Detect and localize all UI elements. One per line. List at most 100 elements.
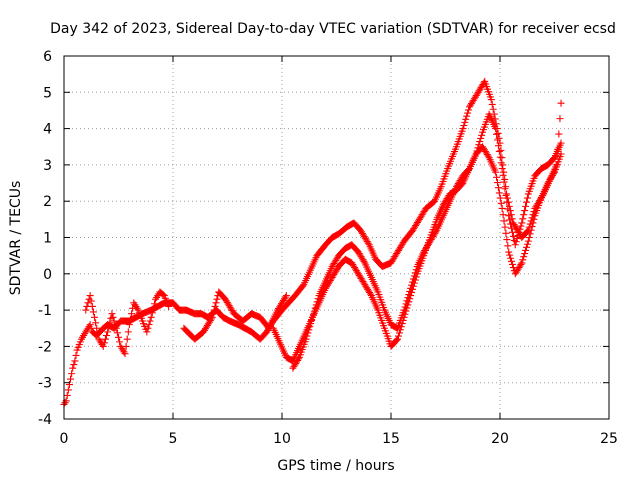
data-series-3	[180, 288, 290, 343]
data-point	[405, 291, 413, 299]
data-point	[282, 292, 290, 300]
data-point	[520, 211, 528, 219]
data-point	[63, 391, 71, 399]
data-point	[209, 310, 217, 318]
data-point	[103, 332, 111, 340]
data-point	[493, 173, 501, 181]
x-tick-label: 0	[60, 431, 69, 447]
data-point	[126, 315, 134, 323]
data-point	[506, 251, 514, 259]
data-point	[487, 96, 495, 104]
data-series-2	[289, 110, 565, 372]
data-point	[460, 121, 468, 129]
data-point	[508, 257, 516, 265]
data-point	[508, 228, 516, 236]
data-point	[165, 302, 173, 310]
data-point	[508, 224, 516, 232]
data-point	[408, 278, 416, 286]
data-point	[515, 228, 523, 236]
data-point	[513, 235, 521, 243]
data-point	[503, 190, 511, 198]
data-point	[500, 178, 508, 186]
data-point	[502, 191, 510, 199]
data-point	[213, 295, 221, 303]
data-point	[150, 300, 158, 308]
data-point	[146, 317, 154, 325]
data-point	[499, 211, 507, 219]
data-point	[516, 225, 524, 233]
data-point	[506, 216, 514, 224]
data-point	[94, 330, 102, 338]
data-point	[409, 275, 417, 283]
data-point	[555, 130, 563, 138]
data-point	[122, 342, 130, 350]
y-tick-label: -1	[38, 303, 52, 319]
data-point	[494, 129, 502, 137]
data-point	[498, 165, 506, 173]
data-point	[309, 310, 317, 318]
data-point	[101, 335, 109, 343]
data-point	[495, 134, 503, 142]
data-point	[144, 324, 152, 332]
data-point	[505, 248, 513, 256]
data-point	[501, 185, 509, 193]
data-point	[507, 220, 515, 228]
data-point	[494, 184, 502, 192]
data-point	[521, 250, 529, 258]
data-point	[408, 281, 416, 289]
data-point	[308, 316, 316, 324]
data-point	[110, 317, 118, 325]
data-point	[82, 306, 90, 314]
data-point	[93, 324, 101, 332]
data-point	[484, 152, 492, 160]
data-point	[522, 202, 530, 210]
data-point	[91, 313, 99, 321]
data-point	[311, 304, 319, 312]
y-tick-label: -2	[38, 339, 52, 355]
data-point	[70, 361, 78, 369]
data-point	[112, 324, 120, 332]
data-point	[404, 294, 412, 302]
data-point	[459, 125, 467, 133]
data-point	[302, 335, 310, 343]
data-point	[464, 109, 472, 117]
data-point	[105, 323, 113, 331]
data-point	[207, 315, 215, 323]
data-point	[524, 237, 532, 245]
x-tick-label: 5	[169, 431, 178, 447]
data-point	[522, 243, 530, 251]
data-point	[519, 256, 527, 264]
data-series-1	[269, 143, 565, 365]
axis-ticks: 0 5 10 15 20 25 -4 -3 -2 -1 0 1 2 3 4 5 6	[38, 49, 618, 447]
data-point	[509, 232, 517, 240]
data-point	[113, 329, 121, 337]
data-point	[64, 386, 72, 394]
data-point	[411, 269, 419, 277]
data-point	[147, 313, 155, 321]
data-point	[84, 299, 92, 307]
y-tick-label: -3	[38, 376, 52, 392]
data-point	[72, 351, 80, 359]
data-point	[403, 297, 411, 305]
data-point	[394, 335, 402, 343]
data-point	[473, 147, 481, 155]
data-point	[499, 171, 507, 179]
data-point	[99, 342, 107, 350]
data-point	[494, 136, 502, 144]
data-series-0	[60, 77, 565, 408]
data-point	[472, 150, 480, 158]
y-tick-label: 5	[43, 85, 52, 101]
data-point	[527, 226, 535, 234]
data-point	[512, 238, 520, 246]
data-point	[412, 266, 420, 274]
data-point	[494, 179, 502, 187]
data-point	[305, 326, 313, 334]
data-point	[492, 168, 500, 176]
data-point	[517, 260, 525, 268]
data-point	[71, 357, 79, 365]
data-point	[149, 304, 157, 312]
data-point	[497, 199, 505, 207]
y-axis-label: SDTVAR / TECUs	[8, 181, 24, 296]
x-tick-label: 20	[491, 431, 509, 447]
